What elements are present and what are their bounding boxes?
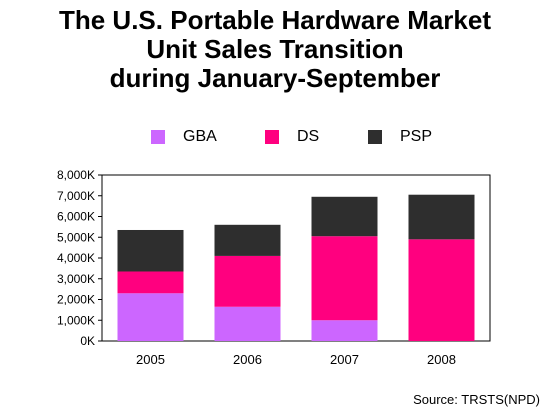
- y-tick-label: 7,000K: [57, 189, 95, 203]
- legend-swatch-ds: [265, 130, 279, 144]
- y-tick-label: 2,000K: [57, 293, 95, 307]
- legend-item-gba: GBA: [151, 127, 217, 147]
- y-tick-label: 3,000K: [57, 272, 95, 286]
- legend-item-ds: DS: [265, 127, 319, 147]
- x-tick-label: 2007: [330, 352, 359, 367]
- legend-label-ds: DS: [297, 128, 320, 145]
- y-tick-label: 8,000K: [57, 168, 95, 182]
- title-line-3: during January-September: [109, 63, 441, 93]
- bar-ds-2007: [311, 236, 378, 321]
- legend: GBA DS PSP: [0, 127, 550, 147]
- y-tick-label: 1,000K: [57, 313, 95, 327]
- y-tick-label: 0K: [80, 334, 95, 348]
- bar-ds-2005: [117, 271, 184, 294]
- bar-gba-2005: [117, 293, 184, 341]
- bar-psp-2005: [117, 229, 184, 272]
- bar-ds-2008: [408, 239, 475, 341]
- x-tick-label: 2005: [136, 352, 165, 367]
- legend-swatch-gba: [151, 130, 165, 144]
- bar-gba-2006: [214, 306, 281, 341]
- bar-psp-2007: [311, 196, 378, 237]
- source-note: Source: TRSTS(NPD): [413, 392, 540, 407]
- legend-swatch-psp: [368, 130, 382, 144]
- legend-label-psp: PSP: [400, 128, 433, 145]
- y-tick-label: 6,000K: [57, 210, 95, 224]
- x-tick-label: 2006: [233, 352, 262, 367]
- legend-item-psp: PSP: [368, 127, 432, 147]
- bar-psp-2006: [214, 224, 281, 256]
- title-line-1: The U.S. Portable Hardware Market: [58, 5, 492, 35]
- x-tick-label: 2008: [427, 352, 456, 367]
- y-tick-label: 4,000K: [57, 251, 95, 265]
- y-tick-label: 5,000K: [57, 230, 95, 244]
- bar-psp-2008: [408, 194, 475, 240]
- bar-gba-2007: [311, 320, 378, 341]
- bar-ds-2006: [214, 255, 281, 307]
- legend-label-gba: GBA: [183, 128, 217, 145]
- title-line-2: Unit Sales Transition: [146, 34, 404, 64]
- chart-title: The U.S. Portable Hardware Market Unit S…: [0, 6, 550, 93]
